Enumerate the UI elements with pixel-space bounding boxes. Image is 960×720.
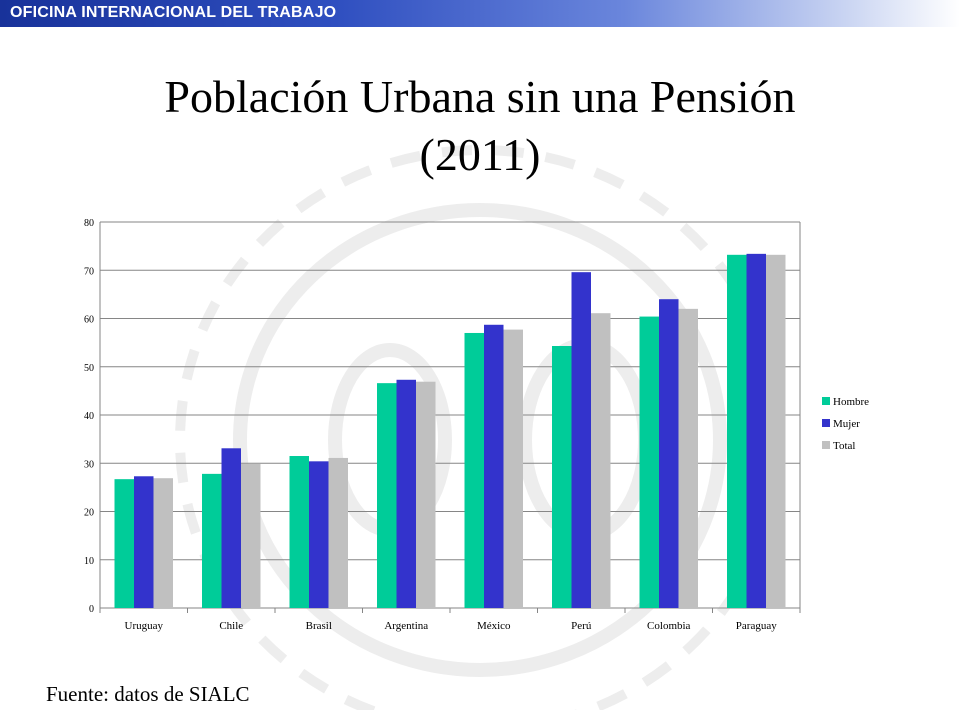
bar-mujer-4 <box>484 324 504 608</box>
bar-total-7 <box>766 254 786 608</box>
legend-swatch-total <box>822 441 830 449</box>
x-tick-label: Uruguay <box>125 620 164 632</box>
bar-total-1 <box>241 463 261 608</box>
bar-hombre-6 <box>639 316 659 608</box>
bar-hombre-3 <box>377 383 397 608</box>
bar-hombre-0 <box>114 479 134 608</box>
y-tick-label: 20 <box>84 508 94 519</box>
bar-hombre-7 <box>727 254 747 608</box>
legend-label-mujer: Mujer <box>833 418 860 430</box>
x-tick-label: Argentina <box>384 620 428 632</box>
bar-total-6 <box>678 308 698 608</box>
bar-mujer-6 <box>659 299 679 608</box>
bar-mujer-1 <box>221 448 241 608</box>
bar-total-4 <box>503 329 523 608</box>
bar-mujer-7 <box>746 253 766 608</box>
legend-label-hombre: Hombre <box>833 396 869 408</box>
y-tick-label: 80 <box>84 218 94 229</box>
x-tick-label: México <box>477 620 511 632</box>
bar-hombre-2 <box>289 456 309 608</box>
y-tick-label: 70 <box>84 266 94 277</box>
bar-mujer-3 <box>396 379 416 608</box>
header-bar: OFICINA INTERNACIONAL DEL TRABAJO <box>0 0 960 27</box>
bar-total-3 <box>416 381 436 608</box>
bar-mujer-5 <box>571 272 591 608</box>
x-tick-label: Perú <box>571 620 592 632</box>
slide-title: Población Urbana sin una Pensión (2011) <box>0 68 960 184</box>
legend-swatch-mujer <box>822 419 830 427</box>
y-tick-label: 60 <box>84 315 94 326</box>
bar-hombre-1 <box>202 473 222 608</box>
bar-mujer-2 <box>309 461 329 608</box>
y-tick-label: 0 <box>89 604 94 615</box>
y-tick-label: 50 <box>84 363 94 374</box>
bar-mujer-0 <box>134 476 154 608</box>
organization-name: OFICINA INTERNACIONAL DEL TRABAJO <box>10 4 337 21</box>
title-line-year: (2011) <box>419 129 541 180</box>
bar-total-0 <box>153 478 173 608</box>
bar-total-2 <box>328 457 348 608</box>
x-tick-label: Chile <box>219 620 243 632</box>
source-note: Fuente: datos de SIALC <box>46 682 250 706</box>
bar-hombre-5 <box>552 346 572 608</box>
bar-total-5 <box>591 313 611 608</box>
x-tick-label: Brasil <box>306 620 332 632</box>
y-tick-label: 40 <box>84 411 94 422</box>
legend-label-total: Total <box>833 440 855 452</box>
title-line-main: Población Urbana sin una Pensión <box>164 71 796 122</box>
y-tick-label: 30 <box>84 459 94 470</box>
bar-hombre-4 <box>464 332 484 608</box>
y-tick-label: 10 <box>84 556 94 567</box>
x-tick-label: Colombia <box>647 620 691 632</box>
legend-swatch-hombre <box>822 397 830 405</box>
x-tick-label: Paraguay <box>736 620 777 632</box>
